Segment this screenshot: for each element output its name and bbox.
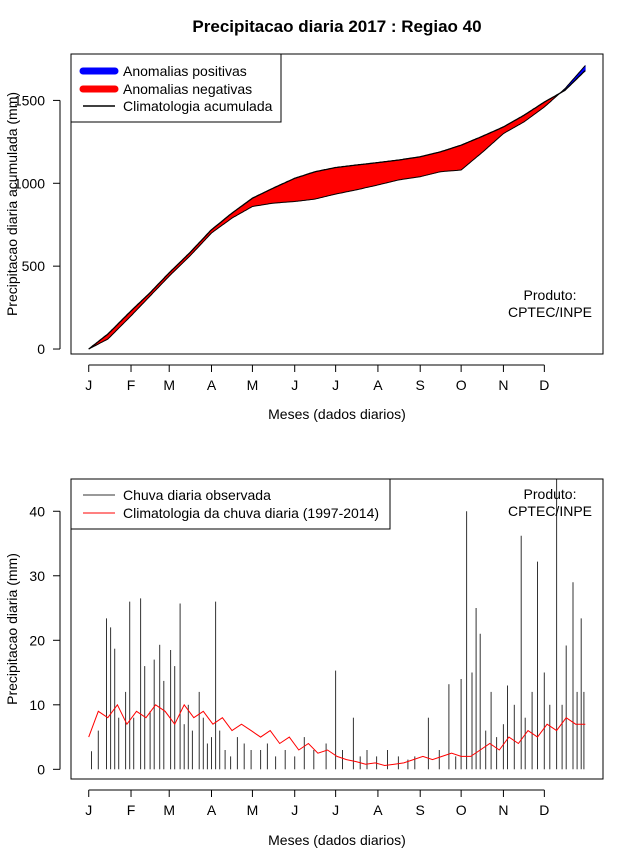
x-tick-label: A xyxy=(207,377,217,393)
y-tick-label: 40 xyxy=(29,503,45,519)
bottom-x-axis-label: Meses (dados diarios) xyxy=(268,832,406,848)
bottom-y-axis-label: Precipitacao diaria (mm) xyxy=(4,553,20,705)
x-tick-label: O xyxy=(456,377,467,393)
cumulative-data-layer xyxy=(88,64,586,350)
x-tick-label: J xyxy=(85,802,92,818)
x-tick-label: N xyxy=(498,802,508,818)
y-tick-label: 0 xyxy=(37,761,45,777)
bottom-legend: Chuva diaria observada Climatologia da c… xyxy=(70,478,391,530)
top-legend-box xyxy=(70,53,282,123)
y-tick-label: 20 xyxy=(29,632,45,648)
x-tick-label: A xyxy=(373,802,383,818)
daily-climatology-line xyxy=(88,703,586,767)
x-tick-label: M xyxy=(163,802,175,818)
legend-label-negative: Anomalias negativas xyxy=(123,81,252,97)
bottom-legend-box xyxy=(70,478,391,530)
legend-label-climatology: Climatologia acumulada xyxy=(123,98,273,114)
bottom-y-axis: 0 10 20 30 40 xyxy=(29,503,61,777)
top-plot-frame xyxy=(70,53,604,355)
negative-anomaly-area xyxy=(89,93,560,349)
observed-cumulative-line xyxy=(88,65,586,350)
y-tick-label: 1500 xyxy=(14,92,45,108)
x-tick-label: O xyxy=(456,802,467,818)
y-tick-label: 0 xyxy=(37,341,45,357)
legend-label-observed: Chuva diaria observada xyxy=(123,487,271,503)
x-tick-label: J xyxy=(291,802,298,818)
credit-line: Produto: xyxy=(524,287,577,303)
x-tick-label: D xyxy=(539,377,549,393)
x-tick-label: F xyxy=(127,802,136,818)
y-tick-label: 30 xyxy=(29,568,45,584)
top-x-axis-label: Meses (dados diarios) xyxy=(268,406,406,422)
legend-label-daily-climatology: Climatologia da chuva diaria (1997-2014) xyxy=(123,505,379,521)
x-tick-label: J xyxy=(291,377,298,393)
x-tick-label: S xyxy=(416,802,425,818)
x-tick-label: J xyxy=(332,802,339,818)
x-tick-label: A xyxy=(207,802,217,818)
x-tick-label: M xyxy=(247,802,259,818)
x-tick-label: N xyxy=(498,377,508,393)
x-tick-label: M xyxy=(163,377,175,393)
chart-title: Precipitacao diaria 2017 : Regiao 40 xyxy=(192,17,481,36)
credit-line: CPTEC/INPE xyxy=(508,503,592,519)
daily-data-layer xyxy=(88,479,586,770)
x-tick-label: J xyxy=(85,377,92,393)
x-tick-label: S xyxy=(416,377,425,393)
bottom-credit-text: Produto: CPTEC/INPE xyxy=(508,486,592,519)
top-y-axis-label: Precipitacao diaria acumulada (mm) xyxy=(4,92,20,316)
x-tick-label: D xyxy=(539,802,549,818)
top-credit-text: Produto: CPTEC/INPE xyxy=(508,287,592,320)
climatology-cumulative-line xyxy=(88,70,586,350)
cumulative-precipitation-chart: J F M A M J J A S O N D 0 500 1000 1500 Meses (dados d… xyxy=(4,53,604,422)
x-tick-label: F xyxy=(127,377,136,393)
top-y-axis: 0 500 1000 1500 xyxy=(14,92,61,357)
credit-line: CPTEC/INPE xyxy=(508,304,592,320)
x-tick-label: A xyxy=(373,377,383,393)
y-tick-label: 1000 xyxy=(14,175,45,191)
top-legend: Anomalias positivas Anomalias negativas … xyxy=(70,53,282,123)
legend-label-positive: Anomalias positivas xyxy=(123,63,247,79)
daily-precipitation-chart: J F M A M J J A S O N D 0 10 20 30 40 Meses (dados diar… xyxy=(4,478,604,848)
x-tick-label: J xyxy=(332,377,339,393)
x-tick-label: M xyxy=(247,377,259,393)
y-tick-label: 10 xyxy=(29,697,45,713)
y-tick-label: 500 xyxy=(22,258,46,274)
credit-line: Produto: xyxy=(524,486,577,502)
